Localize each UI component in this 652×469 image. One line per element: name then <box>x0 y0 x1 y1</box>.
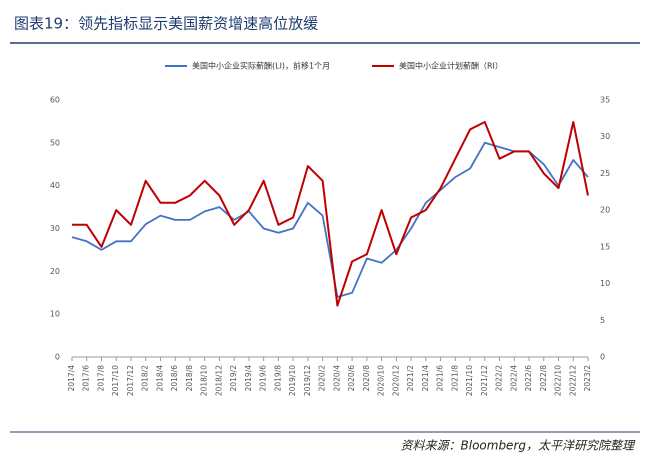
x-tick-label: 2018/10 <box>200 365 209 396</box>
x-tick-label: 2022/2 <box>495 365 504 392</box>
y2-tick-label: 15 <box>600 242 610 251</box>
y-tick-label: 40 <box>50 181 60 190</box>
series-line <box>72 121 589 307</box>
y-tick-label: 50 <box>50 138 60 147</box>
y2-tick-label: 10 <box>600 279 610 288</box>
x-tick-label: 2017/6 <box>82 365 91 392</box>
y-tick-label: 0 <box>55 353 60 362</box>
x-tick-label: 2023/2 <box>583 365 592 392</box>
y-tick-label: 30 <box>50 224 60 233</box>
x-tick-label: 2018/8 <box>185 365 194 392</box>
x-tick-label: 2019/4 <box>244 365 253 392</box>
x-tick-label: 2019/8 <box>273 365 282 392</box>
y2-tick-label: 20 <box>600 206 610 215</box>
x-tick-label: 2022/4 <box>509 365 518 392</box>
x-tick-label: 2020/12 <box>391 365 400 396</box>
x-tick-label: 2019/6 <box>259 365 268 392</box>
x-tick-label: 2021/12 <box>480 365 489 396</box>
y-tick-label: 10 <box>50 310 60 319</box>
source: 资料来源：Bloomberg，太平洋研究院整理 <box>401 439 636 453</box>
y2-tick-label: 35 <box>600 96 610 105</box>
x-tick-label: 2022/8 <box>539 365 548 392</box>
x-tick-label: 2020/6 <box>347 365 356 392</box>
x-tick-label: 2020/4 <box>332 365 341 392</box>
x-tick-label: 2018/2 <box>141 365 150 392</box>
y-tick-label: 20 <box>50 267 60 276</box>
y2-tick-label: 5 <box>600 316 605 325</box>
x-tick-label: 2018/12 <box>214 365 223 396</box>
x-tick-label: 2020/10 <box>377 365 386 396</box>
x-tick-label: 2017/4 <box>67 365 76 392</box>
x-tick-label: 2018/4 <box>155 365 164 392</box>
legend-label: 美国中小企业计划薪酬（RI） <box>399 61 503 71</box>
y2-tick-label: 25 <box>600 169 610 178</box>
x-tick-label: 2020/2 <box>318 365 327 392</box>
x-tick-label: 2019/10 <box>288 365 297 396</box>
chart-title: 图表19：领先指标显示美国薪资增速高位放缓 <box>14 15 318 33</box>
x-tick-label: 2021/4 <box>421 365 430 392</box>
x-tick-label: 2021/10 <box>465 365 474 396</box>
x-tick-label: 2017/10 <box>111 365 120 396</box>
series-line <box>71 141 589 298</box>
x-tick-label: 2022/12 <box>568 365 577 396</box>
x-tick-label: 2019/2 <box>229 365 238 392</box>
x-tick-label: 2017/8 <box>96 365 105 392</box>
x-tick-label: 2021/8 <box>450 365 459 392</box>
y2-tick-label: 0 <box>600 353 605 362</box>
x-tick-label: 2019/12 <box>303 365 312 396</box>
x-tick-label: 2022/6 <box>524 365 533 392</box>
x-tick-label: 2017/12 <box>126 365 135 396</box>
x-tick-label: 2020/8 <box>362 365 371 392</box>
x-tick-label: 2018/6 <box>170 365 179 392</box>
x-tick-label: 2021/2 <box>406 365 415 392</box>
x-tick-label: 2022/10 <box>554 365 563 396</box>
x-tick-label: 2021/6 <box>436 365 445 392</box>
y-tick-label: 60 <box>50 96 60 105</box>
legend-label: 美国中小企业实际薪酬(LI)，前移1个月 <box>192 61 330 71</box>
y2-tick-label: 30 <box>600 132 610 141</box>
